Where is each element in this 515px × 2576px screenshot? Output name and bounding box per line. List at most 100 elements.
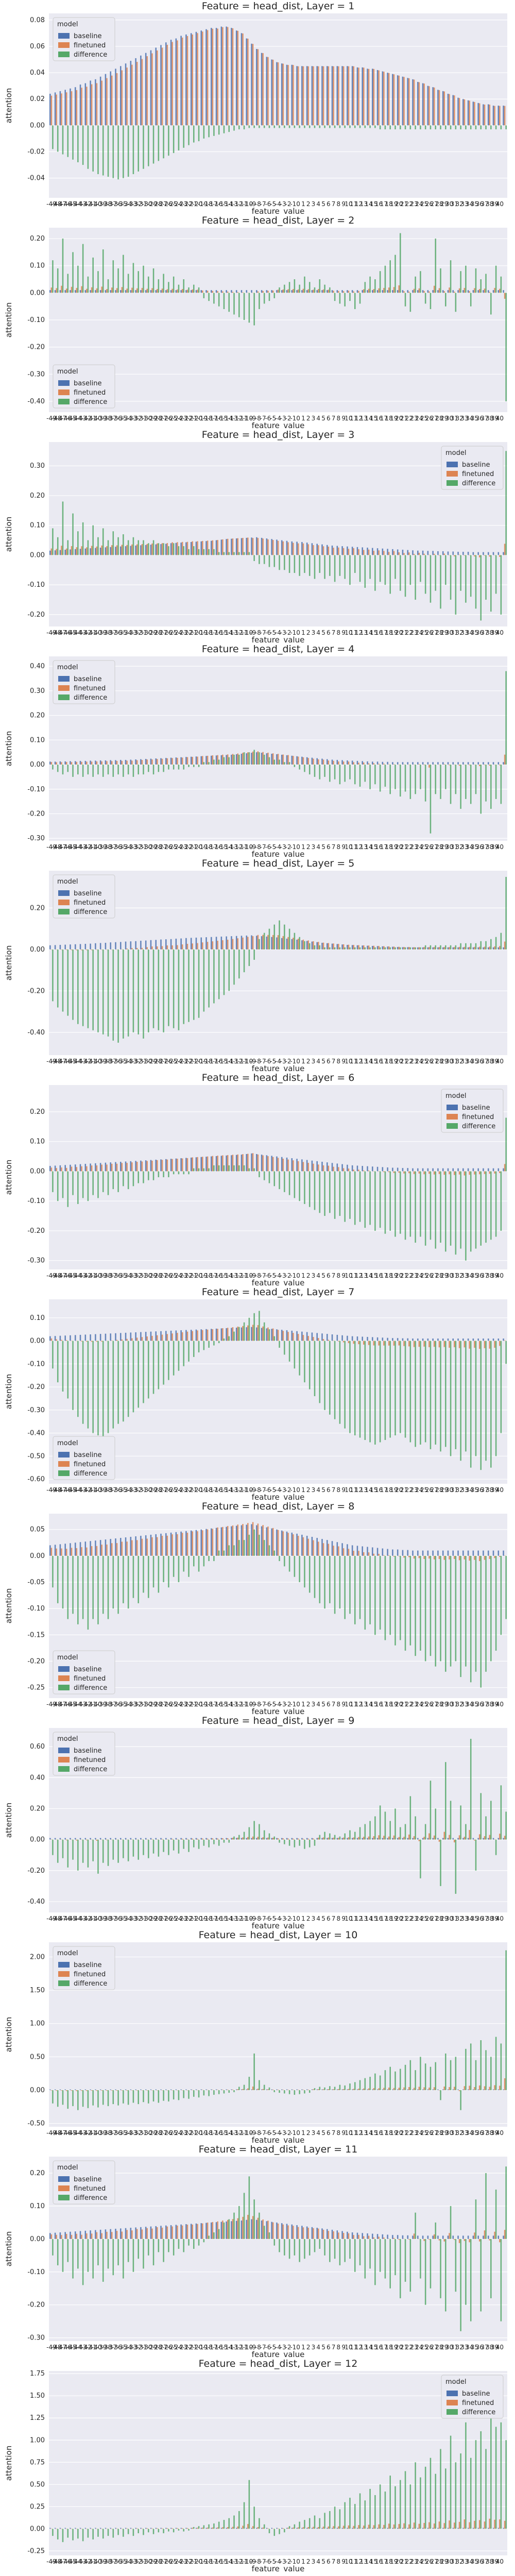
difference-bar — [279, 2239, 280, 2252]
finetuned-bar — [121, 1541, 123, 1556]
x-tick-label: 25 — [420, 2558, 428, 2565]
baseline-bar — [326, 943, 328, 950]
x-tick-label: 12 — [355, 2344, 363, 2351]
finetuned-bar — [287, 937, 289, 950]
baseline-bar — [296, 756, 298, 765]
finetuned-bar — [423, 2087, 425, 2090]
difference-bar — [339, 1341, 341, 1424]
difference-bar — [198, 1168, 200, 1172]
baseline-bar — [266, 1155, 268, 1172]
x-tick-label: -28 — [152, 2129, 162, 2137]
x-tick-label: -42 — [82, 2344, 92, 2351]
difference-bar — [339, 1836, 341, 1840]
baseline-bar — [70, 2231, 71, 2239]
difference-bar — [500, 125, 502, 130]
baseline-bar — [165, 544, 167, 555]
x-tick-label: 15 — [370, 2558, 377, 2565]
difference-bar — [279, 759, 280, 765]
x-tick-label: -25 — [167, 2558, 178, 2565]
x-tick-label: -8 — [255, 1272, 261, 1279]
x-tick-label: -2 — [285, 2558, 291, 2565]
x-tick-label: -35 — [117, 200, 127, 208]
baseline-bar — [356, 67, 358, 126]
baseline-bar — [84, 2230, 87, 2239]
finetuned-bar — [76, 287, 78, 293]
difference-bar — [138, 2239, 139, 2259]
difference-bar — [263, 293, 265, 304]
finetuned-bar — [398, 1837, 400, 1840]
y-axis-label: attention — [4, 2446, 13, 2481]
difference-bar — [147, 543, 149, 555]
finetuned-bar — [478, 2085, 480, 2090]
difference-bar — [299, 1555, 300, 1582]
x-tick-label: -5 — [270, 1701, 276, 1708]
baseline-bar — [215, 290, 217, 293]
x-tick-label: -28 — [152, 629, 162, 636]
x-tick-label: -35 — [117, 843, 127, 851]
difference-bar — [67, 1839, 69, 1868]
x-tick-label: 35 — [471, 1915, 478, 1922]
x-tick-label: -33 — [127, 843, 138, 851]
baseline-bar — [296, 1331, 298, 1341]
difference-bar — [168, 1839, 169, 1855]
chart-panel: -0.20 -0.10 0.00 0.10 0.20 0.30 -49 -48 -47 -46 -4… — [0, 429, 515, 643]
finetuned-bar — [287, 1533, 289, 1556]
difference-bar — [389, 947, 391, 950]
x-tick-label: 38 — [486, 415, 493, 422]
finetuned-bar — [131, 1338, 133, 1341]
finetuned-bar — [317, 1338, 319, 1341]
difference-bar — [465, 765, 467, 799]
baseline-bar — [175, 290, 177, 293]
baseline-bar — [362, 761, 363, 765]
baseline-bar — [95, 2528, 96, 2529]
finetuned-bar — [393, 551, 395, 555]
chart-panel: -0.40 -0.30 -0.20 -0.10 0.00 0.10 0.20 -49 -48 -4… — [0, 214, 515, 429]
finetuned-bar — [383, 2524, 385, 2529]
x-tick-label: 25 — [420, 1701, 428, 1708]
difference-bar — [243, 1322, 245, 1341]
baseline-bar — [119, 759, 122, 765]
legend-entry-finetuned: finetuned — [74, 42, 106, 49]
x-tick-label: -45 — [66, 2129, 77, 2137]
difference-bar — [102, 2529, 104, 2539]
difference-bar — [62, 949, 64, 1012]
baseline-bar — [367, 761, 368, 765]
baseline-bar — [331, 943, 333, 950]
x-tick-label: -38 — [102, 2344, 112, 2351]
x-tick-label: -27 — [157, 843, 167, 851]
baseline-bar — [211, 755, 212, 765]
difference-bar — [143, 765, 144, 775]
difference-bar — [334, 2239, 336, 2259]
baseline-bar — [170, 543, 172, 555]
x-tick-label: 13 — [360, 1701, 368, 1708]
difference-bar — [253, 1821, 255, 1840]
baseline-bar — [241, 936, 243, 950]
finetuned-bar — [313, 1838, 314, 1840]
x-tick-label: -49 — [46, 1486, 57, 1494]
baseline-bar — [276, 1156, 278, 1172]
x-tick-label: 14 — [365, 843, 372, 851]
y-tick-label: -0.30 — [27, 1257, 45, 1265]
x-tick-label: 15 — [370, 843, 377, 851]
x-tick-label: -34 — [122, 1915, 132, 1922]
difference-bar — [77, 1555, 79, 1624]
baseline-bar — [90, 2230, 91, 2239]
x-tick-label: -1 — [290, 843, 296, 851]
finetuned-bar — [297, 66, 299, 126]
finetuned-bar — [342, 1168, 345, 1172]
x-tick-label: -38 — [102, 415, 112, 422]
difference-bar — [475, 943, 477, 950]
difference-bar — [198, 2239, 200, 2246]
baseline-bar — [256, 1327, 258, 1341]
baseline-bar — [467, 1550, 469, 1556]
baseline-bar — [296, 1533, 298, 1556]
baseline-bar — [387, 290, 388, 293]
baseline-bar — [49, 93, 51, 126]
difference-bar — [97, 1171, 99, 1198]
difference-bar — [470, 2239, 472, 2321]
finetuned-bar — [413, 2522, 415, 2529]
baseline-bar — [306, 757, 308, 765]
difference-bar — [248, 125, 250, 128]
difference-bar — [228, 757, 230, 765]
